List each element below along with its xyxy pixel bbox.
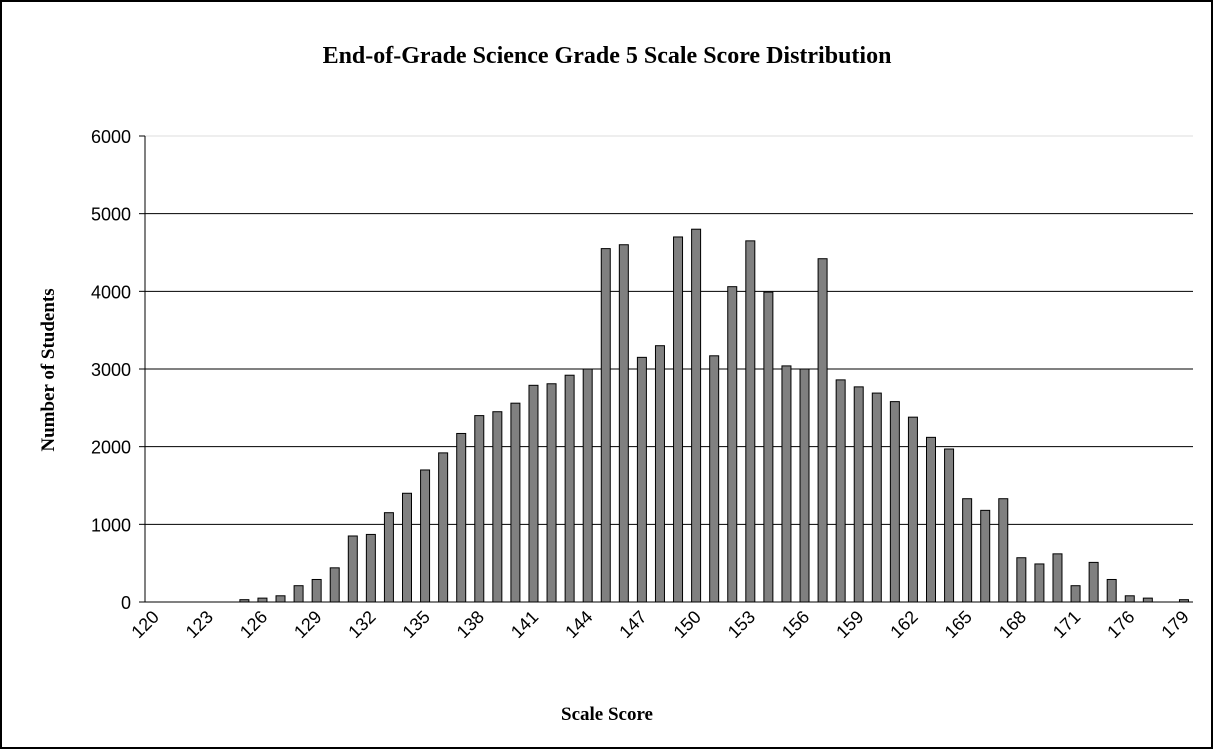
bar xyxy=(745,240,756,603)
bar xyxy=(275,595,286,603)
bar xyxy=(673,236,684,603)
y-tick-label: 2000 xyxy=(91,438,131,458)
chart-title: End-of-Grade Science Grade 5 Scale Score… xyxy=(323,43,892,69)
bar xyxy=(546,383,557,603)
bar xyxy=(799,368,810,603)
bar xyxy=(1070,585,1081,603)
y-tick-label: 4000 xyxy=(91,282,131,302)
y-tick-label: 3000 xyxy=(91,360,131,380)
bar xyxy=(1052,553,1063,603)
bar xyxy=(980,509,991,603)
y-axis-title: Number of Students xyxy=(38,288,59,451)
y-tick-label: 0 xyxy=(121,593,131,613)
bar xyxy=(474,415,485,603)
bar xyxy=(365,533,376,603)
bar xyxy=(691,228,702,603)
bar xyxy=(636,356,647,603)
bar xyxy=(257,597,268,603)
bar xyxy=(781,365,792,603)
y-tick-label: 6000 xyxy=(91,127,131,147)
bar xyxy=(618,244,629,603)
bar xyxy=(926,436,936,603)
x-axis-title: Scale Score xyxy=(561,704,653,725)
bar xyxy=(763,291,774,603)
bar xyxy=(709,355,720,603)
bar xyxy=(438,452,449,603)
bar xyxy=(1124,595,1135,603)
bar xyxy=(239,599,250,603)
bar xyxy=(383,512,394,603)
bar xyxy=(871,392,882,603)
bar xyxy=(600,248,611,603)
bar xyxy=(835,379,846,603)
bar xyxy=(528,384,539,603)
bar xyxy=(347,535,358,603)
bar xyxy=(1142,597,1153,603)
bar xyxy=(944,448,955,603)
bar xyxy=(311,578,322,603)
bar xyxy=(1178,599,1189,603)
bar xyxy=(853,386,864,603)
bar xyxy=(654,345,665,603)
bar xyxy=(907,416,918,603)
bar xyxy=(962,498,973,603)
bar xyxy=(564,374,575,603)
bar xyxy=(329,567,340,603)
bar xyxy=(817,258,828,603)
bar xyxy=(1088,561,1099,603)
bar xyxy=(456,432,467,603)
bar xyxy=(510,402,521,603)
bar xyxy=(293,585,304,603)
bar xyxy=(727,286,738,603)
bar xyxy=(889,401,900,603)
bar xyxy=(1034,563,1045,603)
bar xyxy=(1106,578,1117,603)
y-tick-label: 5000 xyxy=(91,205,131,225)
bar xyxy=(420,469,431,603)
bar xyxy=(998,498,1009,603)
y-tick-label: 1000 xyxy=(91,515,131,535)
bar xyxy=(1016,557,1027,603)
bar xyxy=(582,368,593,603)
bar xyxy=(402,492,412,603)
bar xyxy=(492,411,503,603)
